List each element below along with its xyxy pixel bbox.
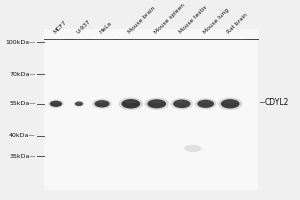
Ellipse shape <box>122 99 140 109</box>
Bar <box>44 29 257 190</box>
Text: 55kDa—: 55kDa— <box>9 101 36 106</box>
Text: 35kDa—: 35kDa— <box>9 154 36 159</box>
Text: Mouse brain: Mouse brain <box>127 6 157 35</box>
Text: Mouse lung: Mouse lung <box>202 8 230 35</box>
Ellipse shape <box>221 99 239 108</box>
Ellipse shape <box>76 102 82 103</box>
Ellipse shape <box>218 98 242 110</box>
Ellipse shape <box>92 99 112 109</box>
Text: U-937: U-937 <box>76 19 91 35</box>
Ellipse shape <box>184 145 201 152</box>
Ellipse shape <box>224 101 237 103</box>
Ellipse shape <box>150 101 163 103</box>
Ellipse shape <box>176 101 188 103</box>
Text: MCF7: MCF7 <box>52 20 68 35</box>
Ellipse shape <box>173 100 190 108</box>
Text: Mouse spleen: Mouse spleen <box>153 3 186 35</box>
Ellipse shape <box>74 101 84 107</box>
Ellipse shape <box>147 99 166 108</box>
Ellipse shape <box>75 102 83 106</box>
Ellipse shape <box>94 100 110 107</box>
Ellipse shape <box>200 101 212 103</box>
Text: Rat brain: Rat brain <box>227 13 249 35</box>
Text: 100kDa—: 100kDa— <box>5 40 36 45</box>
Ellipse shape <box>50 101 62 107</box>
Ellipse shape <box>124 101 137 103</box>
Ellipse shape <box>48 100 64 108</box>
Text: Mouse testis: Mouse testis <box>178 5 208 35</box>
Text: 40kDa—: 40kDa— <box>9 133 36 138</box>
Ellipse shape <box>52 102 60 103</box>
Text: 70kDa—: 70kDa— <box>9 72 36 77</box>
Text: CDYL2: CDYL2 <box>265 98 289 107</box>
Ellipse shape <box>97 101 107 103</box>
Ellipse shape <box>197 100 214 108</box>
Text: HeLa: HeLa <box>98 21 113 35</box>
Ellipse shape <box>195 98 217 109</box>
Ellipse shape <box>119 97 143 110</box>
Ellipse shape <box>171 98 193 110</box>
Ellipse shape <box>145 98 169 110</box>
